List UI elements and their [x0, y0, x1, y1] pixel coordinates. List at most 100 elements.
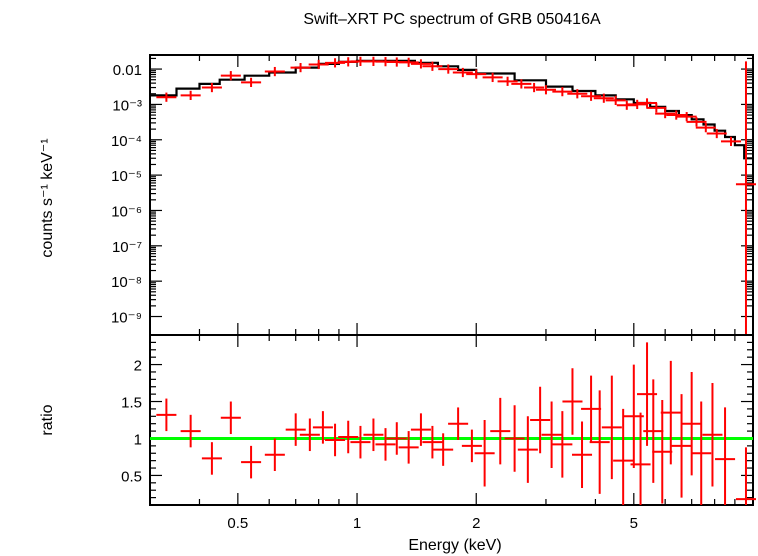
spectrum-data-point — [398, 57, 419, 67]
ratio-data-point — [312, 411, 333, 444]
spectrum-data-point — [535, 85, 556, 95]
ratio-data-point — [338, 420, 359, 454]
spectrum-data-point — [735, 61, 757, 335]
spectrum-data-points — [156, 56, 757, 335]
spectrum-data-point — [452, 67, 473, 78]
ratio-data-point — [562, 368, 583, 435]
spectrum-data-point — [241, 77, 262, 87]
ratio-data-point — [589, 390, 610, 494]
spectrum-data-point — [308, 59, 329, 70]
ratio-data-point — [350, 425, 371, 459]
ratio-data-point — [691, 401, 712, 505]
ratio-data-point — [220, 401, 241, 435]
ratio-data-point — [299, 418, 320, 452]
spectrum-data-point — [593, 93, 614, 103]
ratio-data-point — [660, 360, 681, 465]
ratio-data-point — [375, 428, 396, 461]
spectrum-y-axis-label: counts s⁻¹ keV⁻¹ — [39, 138, 56, 257]
spectrum-data-point — [655, 108, 676, 119]
ratio-data-point — [643, 379, 664, 483]
ratio-data-point — [702, 383, 723, 487]
spectrum-data-point — [220, 71, 241, 81]
ratio-data-point — [490, 397, 511, 465]
ratio-frame — [149, 334, 754, 506]
spectrum-data-point — [706, 128, 727, 139]
spectrum-data-point — [581, 91, 602, 101]
spectrum-y-tick-label: 10⁻³ — [112, 97, 142, 114]
ratio-data-point — [474, 420, 495, 487]
ratio-data-point — [386, 422, 407, 455]
spectrum-data-point — [567, 89, 588, 99]
ratio-data-point — [410, 413, 431, 446]
ratio-data-point — [552, 411, 573, 478]
ratio-data-point — [264, 438, 285, 471]
spectrum-data-point — [201, 82, 222, 93]
spectrum-data-point — [637, 98, 658, 108]
ratio-data-point — [363, 418, 384, 452]
spectrum-data-point — [410, 59, 431, 69]
ratio-data-point — [156, 398, 177, 432]
ratio-panel: 0.5 1 2 5 0.5 1 1.5 2 ratio Energy (keV) — [39, 334, 757, 554]
spectrum-data-point — [156, 92, 177, 102]
spectrum-y-tick-label: 0.01 — [113, 62, 142, 79]
spectrum-data-point — [497, 76, 518, 86]
ratio-y-tick-label: 0.5 — [121, 468, 142, 485]
ratio-ticks: 0.5 1 2 5 0.5 1 1.5 2 — [121, 335, 753, 532]
spectrum-y-tick-label: 10⁻⁸ — [111, 274, 142, 291]
ratio-data-point — [285, 413, 306, 446]
ratio-data-point — [398, 431, 419, 464]
ratio-data-point — [541, 401, 562, 469]
spectrum-data-point — [438, 64, 459, 74]
ratio-y-tick-label: 1.5 — [121, 395, 142, 412]
spectrum-data-point — [676, 112, 697, 122]
spectrum-y-tick-label: 10⁻⁴ — [111, 133, 142, 150]
ratio-data-point — [671, 394, 692, 498]
spectrum-data-point — [646, 103, 667, 113]
ratio-data-point — [201, 442, 222, 475]
spectrum-y-tick-label: 10⁻⁶ — [111, 203, 142, 220]
ratio-data-point — [530, 386, 551, 454]
spectrum-data-point — [290, 62, 311, 73]
ratio-data-point — [448, 407, 469, 440]
ratio-y-tick-label: 1 — [134, 431, 142, 448]
spectrum-y-tick-label: 10⁻⁹ — [111, 310, 142, 327]
x-axis-label: Energy (keV) — [408, 537, 501, 554]
spectrum-ticks: 0.01 10⁻³ 10⁻⁴ 10⁻⁵ 10⁻⁶ 10⁻⁷ 10⁻⁸ 10⁻⁹ — [111, 55, 753, 335]
ratio-data-points — [156, 342, 757, 505]
ratio-data-point — [681, 371, 702, 476]
ratio-data-point — [422, 425, 443, 459]
ratio-data-point — [325, 423, 346, 457]
spectrum-data-point — [482, 72, 503, 83]
ratio-data-point — [180, 414, 201, 448]
x-tick-label: 0.5 — [227, 515, 248, 532]
spectrum-data-point — [511, 79, 532, 89]
spectrum-data-point — [720, 136, 742, 146]
ratio-data-point — [461, 429, 482, 463]
ratio-data-point — [630, 412, 651, 505]
ratio-data-point — [241, 445, 262, 479]
spectrum-data-point — [264, 66, 285, 77]
ratio-data-point — [735, 447, 757, 505]
spectrum-y-tick-label: 10⁻⁵ — [111, 168, 142, 185]
spectrum-data-point — [686, 117, 707, 127]
ratio-data-point — [504, 405, 525, 472]
spectrum-data-point — [666, 110, 687, 120]
spectrum-data-point — [695, 123, 716, 133]
spectrum-data-point — [466, 69, 487, 79]
x-tick-label: 2 — [472, 515, 480, 532]
spectrum-data-point — [552, 87, 573, 97]
ratio-data-point — [652, 400, 673, 504]
spectrum-data-point — [605, 95, 626, 105]
spectrum-data-point — [422, 61, 443, 71]
ratio-data-point — [581, 375, 602, 443]
spectrum-data-point — [180, 90, 201, 101]
ratio-data-point — [715, 407, 736, 505]
spectrum-data-point — [524, 82, 545, 93]
spectrum-y-tick-label: 10⁻⁷ — [112, 239, 142, 256]
ratio-data-point — [613, 408, 634, 505]
ratio-y-axis-label: ratio — [39, 404, 56, 435]
ratio-y-tick-label: 2 — [134, 358, 142, 375]
spectrum-frame — [149, 54, 754, 336]
chart-title: Swift–XRT PC spectrum of GRB 050416A — [303, 11, 601, 28]
